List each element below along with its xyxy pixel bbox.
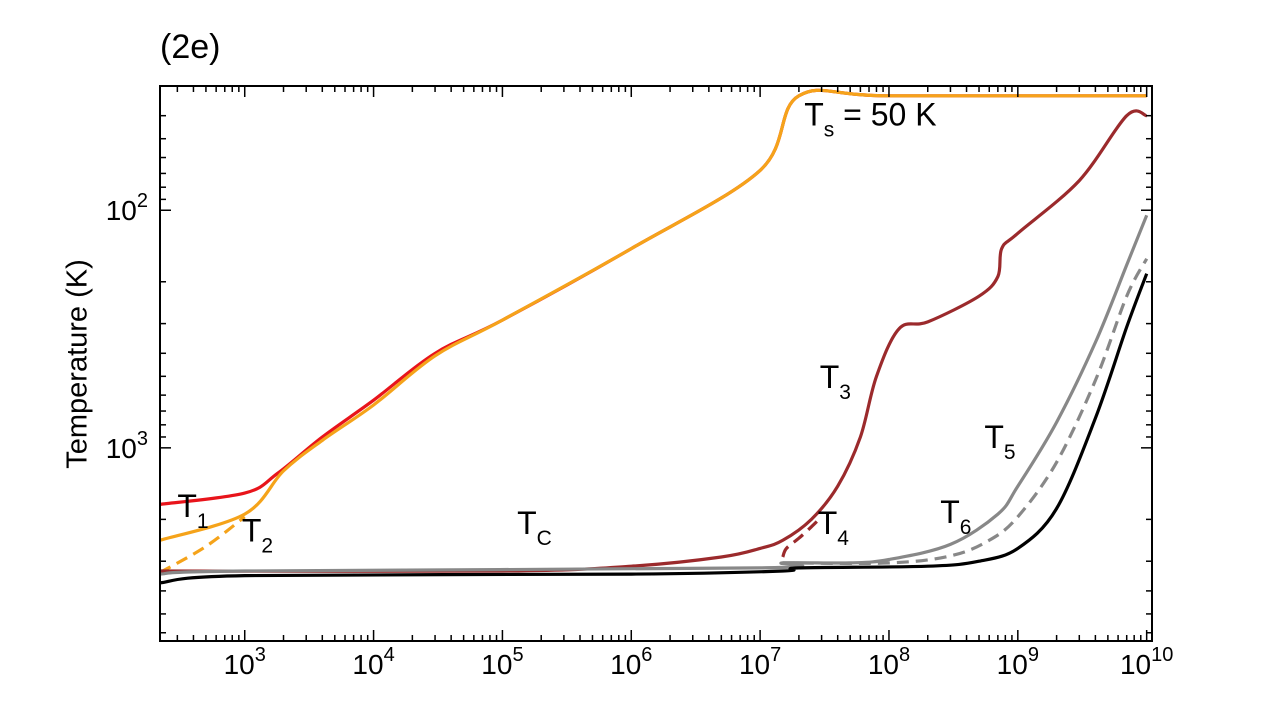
x-tick-label: 1010 [1120,644,1173,680]
x-tick-label: 103 [224,644,266,680]
x-tick-label: 107 [739,644,781,680]
annotation-t1: T1 [177,488,208,533]
labels-layer: 103 104 105 106 107 108 109 1010 102 103 [106,190,1174,680]
annotation-t2: T2 [242,513,273,558]
series-tc [159,273,1149,585]
annotation-t5: T5 [984,419,1015,464]
y-tick-label: 102 [106,190,148,226]
x-tick-label: 106 [610,644,652,680]
axes-layer [159,85,1153,642]
series-t2 [159,88,1147,542]
series-layer [159,88,1149,585]
series-t3 [159,109,1148,573]
series-t4 [781,515,823,558]
x-tick-label: 104 [352,644,394,680]
annotation-t6: T6 [940,494,971,539]
annotation-ts: Ts = 50 K [804,97,936,142]
x-tick-label: 108 [868,644,910,680]
figure-label: (2e) [160,28,221,66]
y-tick-label: 103 [106,428,148,464]
annotation-tc: TC [517,505,552,550]
annotation-t3: T3 [820,359,851,404]
x-tick-label: 109 [997,644,1039,680]
annotations-layer: Ts = 50 K T1 T2 TC T3 T4 T5 T6 [177,97,1015,558]
annotation-t4: T4 [818,505,850,550]
x-tick-label: 105 [481,644,523,680]
series-t5 [159,214,1149,576]
series-t6 [782,257,1149,566]
plot-frame [159,85,1153,642]
